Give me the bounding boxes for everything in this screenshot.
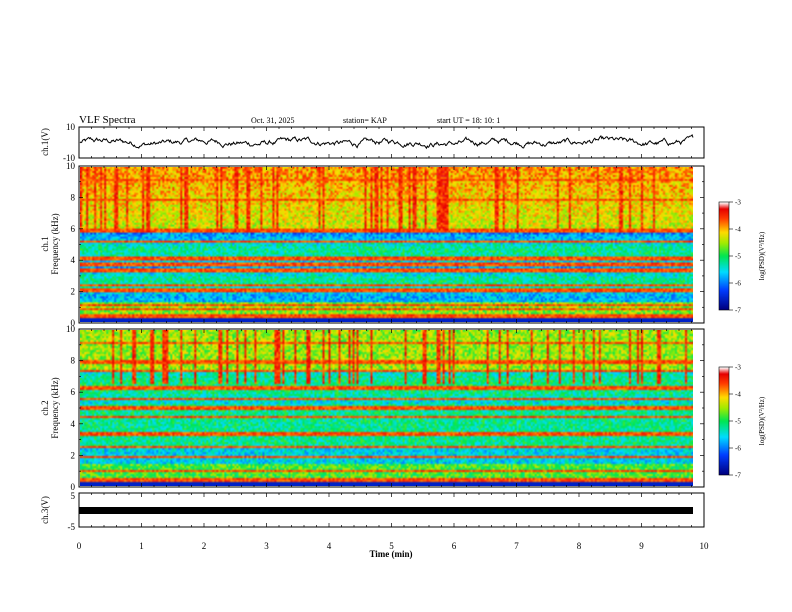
ch3-waveform-panel: 5 -5 ch.3(V) 0 1 2 3 4 5 6 7 8 9 10 Time (min) [40,491,709,559]
colorbar-tick-label: -6 [735,445,741,453]
x-tick-label: 10 [700,541,710,551]
ch2-spectrogram-image [80,330,693,486]
time-axis-label: Time (min) [369,549,412,559]
y-tick-label: 10 [66,161,76,171]
x-tick-label: 1 [139,541,144,551]
y-tick-label: 0 [71,482,76,492]
x-tick-label: 4 [327,541,332,551]
y-tick-label: 2 [71,287,76,297]
x-tick-label: 7 [514,541,519,551]
colorbar-tick-label: -5 [735,418,741,426]
x-tick-label: 0 [77,541,82,551]
ch1-spectrogram-ylabel-frequency: Frequency (kHz) [50,213,60,274]
ch2-colorbar [719,367,729,475]
colorbar-tick-label: -5 [735,253,741,261]
x-tick-label: 8 [577,541,582,551]
ch1-waveform-frame [78,126,705,159]
ch3-waveform-ylabel: ch.3(V) [40,496,50,524]
colorbar-tick-label: -7 [735,472,741,480]
y-tick-label: 8 [71,192,76,202]
x-tick-label: 2 [202,541,207,551]
start-ut-label: start UT = 18: 10: 1 [437,116,500,125]
colorbar-tick-label: -6 [735,280,741,288]
y-tick-label: 6 [71,387,76,397]
y-tick-label: 8 [71,356,76,366]
date-label: Oct. 31, 2025 [251,116,295,125]
ch2-spectrogram-ylabel-channel: ch.2 [40,400,50,415]
x-tick-label: 6 [452,541,457,551]
x-tick-label: 9 [639,541,644,551]
station-label: station= KAP [343,116,387,125]
ch1-spectrogram-ylabel-channel: ch.1 [40,236,50,251]
ch2-spectrogram-ylabel-frequency: Frequency (kHz) [50,377,60,438]
ch1-spectrogram-image [80,167,693,322]
ch1-ytick-bottom: -10 [63,153,75,163]
ch1-waveform-trace [79,133,694,150]
y-tick-label: 4 [71,419,76,429]
y-tick-label: 10 [66,324,76,334]
ch3-waveform-trace [79,507,693,514]
x-tick-label: 3 [264,541,269,551]
ch3-ytick-top: 5 [71,491,76,501]
ch1-waveform-panel: 10 -10 ch.1(V) [40,122,705,163]
ch3-ytick-bottom: -5 [68,522,76,532]
chart-title: VLF Spectra [79,114,136,126]
ch1-waveform-ylabel: ch.1(V) [40,128,50,156]
ch2-colorbar-label: log(PSD)(V²/Hz) [758,396,766,445]
y-tick-label: 2 [71,450,76,460]
colorbar-tick-label: -7 [735,307,741,315]
y-tick-label: 0 [71,318,76,328]
y-tick-label: 4 [71,255,76,265]
x-tick-label: 5 [389,541,394,551]
y-tick-label: 6 [71,224,76,234]
ch1-colorbar-label: log(PSD)(V²/Hz) [758,231,766,280]
colorbar-tick-label: -3 [735,199,741,207]
ch1-ytick-top: 10 [66,122,76,132]
colorbar-tick-label: -4 [735,226,741,234]
ch1-colorbar [719,202,729,310]
colorbar-tick-label: -3 [735,364,741,372]
colorbar-tick-label: -4 [735,391,741,399]
